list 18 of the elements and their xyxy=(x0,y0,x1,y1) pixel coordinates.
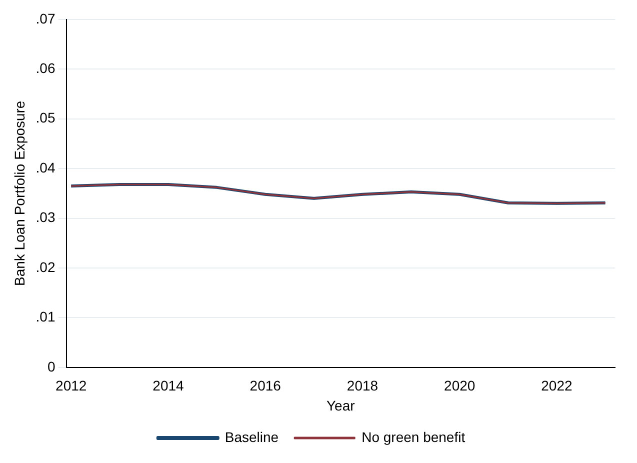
x-tick-label: 2012 xyxy=(56,378,87,394)
x-tick-label: 2018 xyxy=(346,378,378,394)
y-tick-label: .05 xyxy=(36,110,56,126)
y-tick-label: 0 xyxy=(47,358,56,374)
y-tick-label: .02 xyxy=(36,258,56,275)
legend-label: Baseline xyxy=(224,428,279,445)
y-tick-label: .06 xyxy=(36,60,56,76)
x-axis-title: Year xyxy=(326,397,356,414)
y-tick-label: .01 xyxy=(36,308,56,325)
y-tick-label: .04 xyxy=(36,159,56,176)
x-tick-label: 2014 xyxy=(152,378,184,394)
legend-label: No green benefit xyxy=(362,428,466,445)
x-tick-label: 2020 xyxy=(444,378,476,394)
x-tick-label: 2022 xyxy=(541,378,573,394)
y-tick-label: .03 xyxy=(36,209,56,226)
y-tick-label: .07 xyxy=(36,10,56,26)
y-axis-title: Bank Loan Portfolio Exposure xyxy=(11,100,28,286)
x-tick-label: 2016 xyxy=(250,378,282,394)
